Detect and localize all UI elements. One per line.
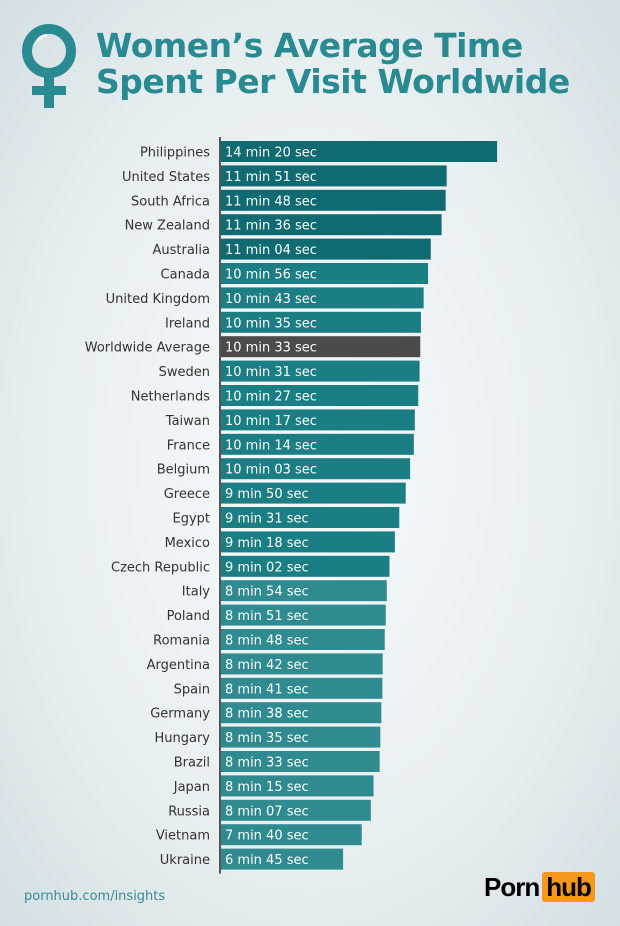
title-line-2: Spent Per Visit Worldwide	[96, 62, 570, 101]
category-label: Czech Republic	[111, 560, 210, 575]
value-label: 10 min 33 sec	[225, 341, 317, 356]
bar	[221, 141, 498, 162]
bar	[221, 360, 420, 382]
category-label: Mexico	[165, 536, 210, 551]
bar	[221, 629, 385, 650]
value-label: 9 min 02 sec	[225, 560, 309, 575]
bar	[221, 238, 431, 260]
category-label: Hungary	[154, 731, 210, 746]
category-label: Argentina	[147, 658, 210, 673]
value-label: 8 min 41 sec	[225, 682, 309, 697]
category-label: Italy	[182, 585, 211, 600]
value-label: 11 min 48 sec	[225, 194, 317, 209]
title-line-1: Women’s Average Time	[96, 26, 523, 65]
category-label: Poland	[167, 609, 210, 624]
bar-chart: Philippines 14 min 20 sec United States 11 …	[85, 137, 498, 874]
value-label: 8 min 07 sec	[225, 804, 309, 819]
category-label: United States	[122, 170, 210, 185]
category-label: Greece	[164, 487, 210, 502]
value-label: 7 min 40 sec	[225, 829, 309, 844]
value-label: 8 min 33 sec	[225, 756, 309, 771]
value-label: 10 min 31 sec	[225, 365, 317, 380]
footer-url[interactable]: pornhub.com/insights	[24, 889, 166, 904]
category-label: United Kingdom	[106, 292, 210, 307]
value-label: 8 min 35 sec	[225, 731, 309, 746]
category-label: Netherlands	[131, 390, 210, 405]
bar	[221, 799, 371, 821]
bar	[221, 751, 380, 772]
category-label: South Africa	[131, 194, 210, 209]
category-label: Egypt	[172, 512, 210, 527]
category-label: Romania	[153, 634, 210, 649]
value-label: 11 min 51 sec	[225, 170, 317, 185]
bar	[221, 848, 344, 870]
page-title: Women’s Average Time Spent Per Visit Wor…	[96, 28, 570, 100]
category-label: Belgium	[157, 463, 210, 478]
logo-left: Porn	[484, 872, 540, 902]
category-label: Australia	[152, 243, 210, 258]
bar	[221, 165, 447, 187]
value-label: 10 min 56 sec	[225, 268, 317, 283]
bar	[221, 336, 421, 358]
category-label: Japan	[173, 780, 210, 795]
value-label: 10 min 43 sec	[225, 292, 317, 307]
bar	[221, 702, 382, 724]
category-label: Taiwan	[165, 414, 210, 429]
bar	[221, 775, 374, 797]
bar	[221, 311, 421, 333]
category-label: New Zealand	[125, 219, 210, 234]
value-label: 10 min 17 sec	[225, 414, 317, 429]
category-label: Philippines	[140, 146, 210, 161]
value-label: 10 min 03 sec	[225, 463, 317, 478]
female-symbol-icon	[22, 24, 76, 108]
category-label: Ireland	[165, 316, 210, 331]
value-label: 10 min 27 sec	[225, 390, 317, 405]
category-label: Worldwide Average	[85, 341, 210, 356]
category-label: Sweden	[159, 365, 210, 380]
bar	[221, 507, 400, 528]
value-label: 10 min 35 sec	[225, 316, 317, 331]
category-label: France	[167, 438, 210, 453]
value-label: 8 min 38 sec	[225, 707, 309, 722]
logo-right: hub	[542, 872, 595, 902]
value-label: 14 min 20 sec	[225, 146, 317, 161]
value-label: 8 min 42 sec	[225, 658, 309, 673]
bar	[221, 604, 386, 626]
value-label: 9 min 50 sec	[225, 487, 309, 502]
value-label: 8 min 48 sec	[225, 634, 309, 649]
bar	[221, 287, 424, 309]
category-label: Vietnam	[156, 829, 210, 844]
value-label: 11 min 36 sec	[225, 219, 317, 234]
category-label: Ukraine	[160, 853, 210, 868]
bar	[221, 580, 387, 602]
value-label: 8 min 54 sec	[225, 585, 309, 600]
bar	[221, 433, 414, 455]
category-label: Germany	[150, 707, 210, 722]
bar	[221, 555, 390, 577]
value-label: 8 min 15 sec	[225, 780, 309, 795]
value-label: 9 min 31 sec	[225, 512, 309, 527]
category-label: Brazil	[174, 756, 210, 771]
category-label: Spain	[174, 682, 210, 697]
bar	[221, 263, 429, 284]
value-label: 8 min 51 sec	[225, 609, 309, 624]
category-label: Russia	[168, 804, 210, 819]
bar	[221, 458, 411, 480]
value-label: 6 min 45 sec	[225, 853, 309, 868]
bar	[221, 409, 415, 431]
value-label: 11 min 04 sec	[225, 243, 317, 258]
bar	[221, 653, 383, 675]
brand-logo: Porn hub	[484, 872, 595, 903]
bar	[221, 385, 419, 406]
category-label: Canada	[161, 268, 210, 283]
bar	[221, 677, 383, 699]
value-label: 10 min 14 sec	[225, 438, 317, 453]
value-label: 9 min 18 sec	[225, 536, 309, 551]
bar	[221, 824, 362, 846]
bar	[221, 726, 381, 748]
bar	[221, 531, 395, 553]
bar	[221, 482, 406, 504]
bar	[221, 189, 446, 211]
bar	[221, 214, 442, 236]
